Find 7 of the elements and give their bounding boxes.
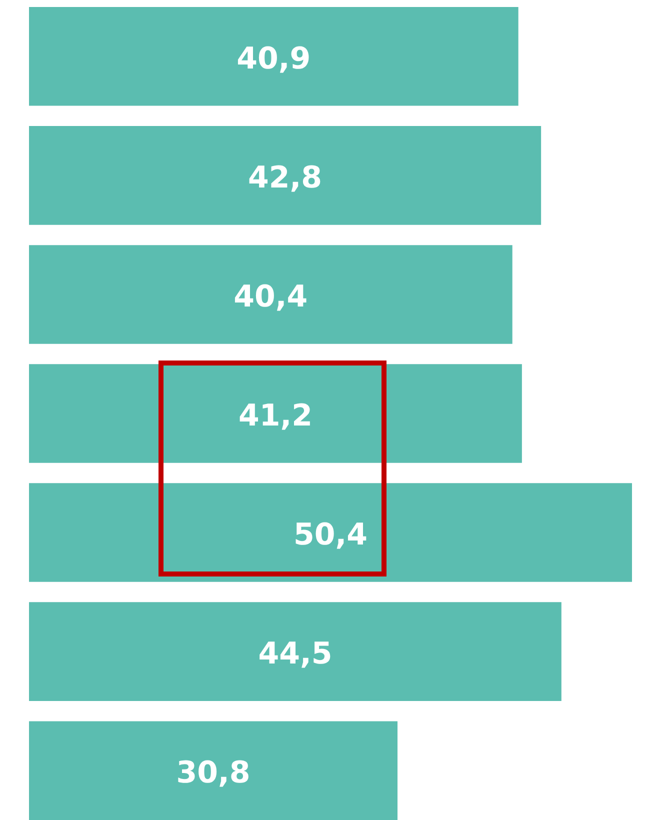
data-label: 40,9 [236, 41, 311, 76]
data-label: 30,8 [176, 756, 250, 791]
data-label: 44,5 [258, 636, 332, 672]
data-label: 42,8 [248, 160, 322, 196]
data-label: 41,2 [238, 398, 312, 434]
data-label: 40,4 [234, 279, 308, 314]
data-label: 50,4 [293, 518, 368, 553]
